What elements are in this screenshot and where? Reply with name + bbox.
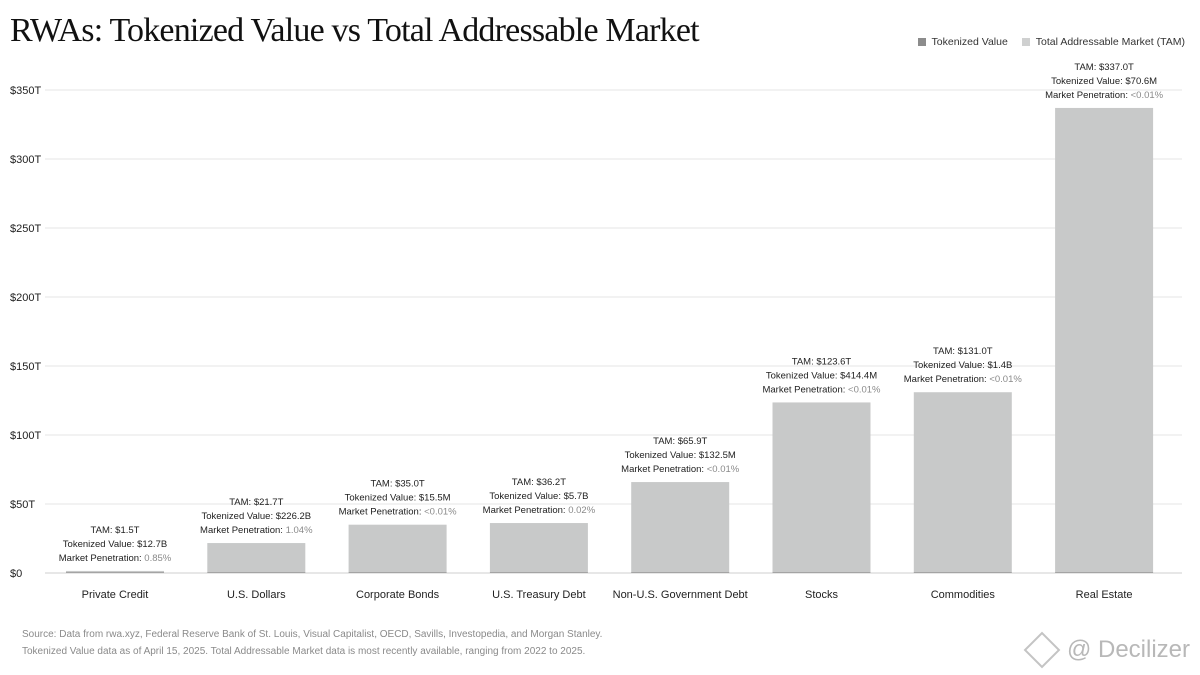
legend-label-tam: Total Addressable Market (TAM): [1035, 36, 1185, 48]
penetration-value: 1.04%: [286, 525, 313, 536]
x-tick-label: U.S. Dollars: [227, 589, 286, 601]
tam-bar: [772, 402, 871, 573]
legend-item-tokenized-value: Tokenized Value: [917, 36, 1008, 48]
x-tick-label: Real Estate: [1076, 589, 1133, 601]
footer-note: Tokenized Value data as of April 15, 202…: [22, 646, 586, 657]
chart-title: RWAs: Tokenized Value vs Total Addressab…: [10, 12, 700, 49]
data-label-tam: TAM: $65.9T: [653, 436, 707, 447]
data-label-tokenized: Tokenized Value: $414.4M: [766, 370, 877, 381]
watermark-text: @ Decilizer: [1066, 636, 1190, 663]
x-tick-label: Stocks: [805, 589, 839, 601]
penetration-value: <0.01%: [848, 384, 881, 395]
data-label-penetration: Market Penetration: <0.01%: [904, 374, 1023, 385]
tokenized-bar: [631, 572, 730, 573]
data-label-tokenized: Tokenized Value: $15.5M: [345, 493, 451, 504]
data-label-tam: TAM: $337.0T: [1074, 62, 1134, 73]
footer-source: Source: Data from rwa.xyz, Federal Reser…: [22, 629, 603, 640]
data-label-penetration: Market Penetration: <0.01%: [1045, 90, 1164, 101]
legend: Tokenized Value Total Addressable Market…: [917, 36, 1185, 48]
data-label-penetration: Market Penetration: <0.01%: [762, 384, 881, 395]
penetration-value: <0.01%: [1131, 90, 1164, 101]
legend-swatch-tam: [1021, 38, 1030, 46]
data-label-penetration: Market Penetration: <0.01%: [621, 464, 740, 475]
y-tick-label: $300T: [10, 154, 41, 166]
data-label-penetration: Market Penetration: 0.85%: [59, 553, 172, 564]
legend-swatch-tokenized-value: [917, 38, 926, 46]
tokenized-bar: [348, 572, 447, 573]
data-label-tokenized: Tokenized Value: $132.5M: [625, 450, 736, 461]
penetration-label: Market Penetration:: [339, 507, 425, 518]
legend-label-tokenized-value: Tokenized Value: [931, 36, 1008, 48]
x-tick-label: Commodities: [931, 589, 996, 601]
data-label-tokenized: Tokenized Value: $1.4B: [913, 360, 1012, 371]
data-label-tam: TAM: $131.0T: [933, 346, 993, 357]
data-label-tam: TAM: $123.6T: [792, 356, 852, 367]
penetration-value: 0.85%: [144, 553, 171, 564]
y-tick-label: $350T: [10, 85, 41, 97]
tam-bar: [631, 482, 730, 573]
data-label-tokenized: Tokenized Value: $226.2B: [201, 511, 311, 522]
legend-item-tam: Total Addressable Market (TAM): [1021, 36, 1185, 48]
penetration-label: Market Penetration:: [904, 374, 990, 385]
tokenized-bar: [772, 572, 871, 573]
penetration-value: 0.02%: [568, 505, 595, 516]
penetration-label: Market Penetration:: [1045, 90, 1131, 101]
tam-bar: [1055, 107, 1154, 573]
tokenized-bar: [66, 572, 164, 573]
penetration-value: <0.01%: [707, 464, 740, 475]
data-label-tokenized: Tokenized Value: $5.7B: [489, 491, 588, 502]
data-label-penetration: Market Penetration: <0.01%: [339, 507, 458, 518]
data-label-tam: TAM: $1.5T: [91, 525, 140, 536]
y-tick-label: $0: [10, 568, 22, 580]
data-label-tokenized: Tokenized Value: $70.6M: [1051, 76, 1157, 87]
data-label-penetration: Market Penetration: 1.04%: [200, 525, 313, 536]
tokenized-bar: [207, 572, 306, 573]
data-label-tam: TAM: $21.7T: [229, 497, 283, 508]
bar-chart: $0 $50T $100T $150T $200T $250T $300T $350T Priv…: [10, 62, 1182, 601]
data-label-tam: TAM: $36.2T: [512, 477, 566, 488]
penetration-label: Market Penetration:: [200, 525, 286, 536]
data-label-tam: TAM: $35.0T: [370, 479, 424, 490]
x-tick-label: U.S. Treasury Debt: [492, 589, 586, 601]
data-label-tokenized: Tokenized Value: $12.7B: [63, 539, 167, 550]
data-label-penetration: Market Penetration: 0.02%: [483, 505, 596, 516]
y-tick-label: $250T: [10, 223, 41, 235]
tam-bar: [913, 392, 1012, 573]
tam-bar: [66, 570, 164, 573]
tam-bar: [348, 524, 447, 573]
penetration-value: <0.01%: [989, 374, 1022, 385]
footer: Source: Data from rwa.xyz, Federal Reser…: [22, 626, 602, 660]
penetration-value: <0.01%: [424, 507, 457, 518]
y-tick-label: $150T: [10, 361, 41, 373]
tokenized-bar: [1055, 572, 1154, 573]
y-tick-label: $200T: [10, 292, 41, 304]
y-tick-label: $50T: [10, 499, 35, 511]
penetration-label: Market Penetration:: [483, 505, 569, 516]
watermark-logo-icon: [1023, 631, 1061, 669]
tam-bar: [489, 523, 588, 573]
tam-bar: [207, 543, 306, 573]
penetration-label: Market Penetration:: [621, 464, 707, 475]
x-tick-label: Non-U.S. Government Debt: [613, 589, 748, 601]
tokenized-bar: [913, 572, 1012, 573]
penetration-label: Market Penetration:: [762, 384, 848, 395]
y-tick-label: $100T: [10, 430, 41, 442]
penetration-label: Market Penetration:: [59, 553, 145, 564]
x-tick-label: Corporate Bonds: [356, 589, 440, 601]
x-tick-label: Private Credit: [82, 589, 149, 601]
tokenized-bar: [489, 572, 588, 573]
watermark: @ Decilizer: [1023, 631, 1190, 669]
